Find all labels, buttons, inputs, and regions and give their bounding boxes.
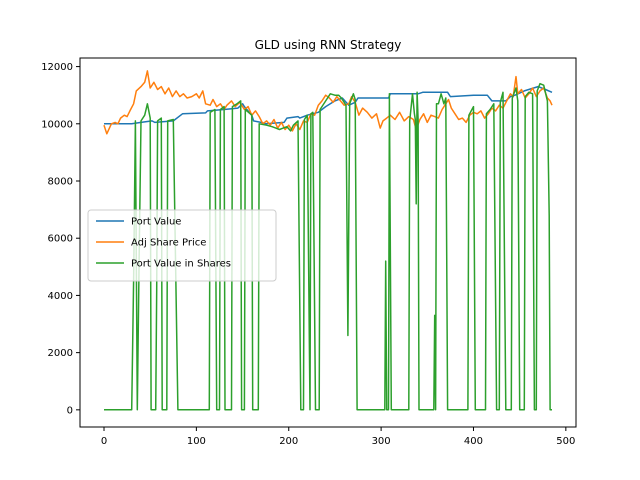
x-tick-label-0: 0 <box>101 436 107 447</box>
plot-frame <box>79 57 577 428</box>
y-axis: 0 2000 4000 6000 8000 10000 12000 <box>41 62 80 416</box>
legend-label-2: Port Value in Shares <box>131 259 231 270</box>
y-tick-label-3: 6000 <box>48 234 73 245</box>
x-tick-label-2: 200 <box>279 436 298 447</box>
y-tick-label-2: 4000 <box>48 291 73 302</box>
y-tick-label-5: 10000 <box>41 119 73 130</box>
series-line-0 <box>104 85 553 125</box>
series-line-1 <box>103 70 553 135</box>
y-tick-label-4: 8000 <box>48 177 73 188</box>
legend-label-1: Adj Share Price <box>131 238 206 249</box>
x-tick-label-4: 400 <box>464 436 483 447</box>
x-tick-label-1: 100 <box>187 436 206 447</box>
x-tick-label-3: 300 <box>372 436 391 447</box>
y-tick-label-0: 0 <box>67 405 73 416</box>
x-tick-label-5: 500 <box>556 436 575 447</box>
legend-box <box>87 209 277 282</box>
x-axis: 0 100 200 300 400 500 <box>101 427 575 447</box>
legend-label-0: Port Value <box>131 217 181 228</box>
y-tick-label-1: 2000 <box>48 348 73 359</box>
chart-title: GLD using RNN Strategy <box>255 38 402 52</box>
legend: Port Value Adj Share Price Port Value in S… <box>87 209 277 282</box>
y-tick-label-6: 12000 <box>41 62 73 73</box>
